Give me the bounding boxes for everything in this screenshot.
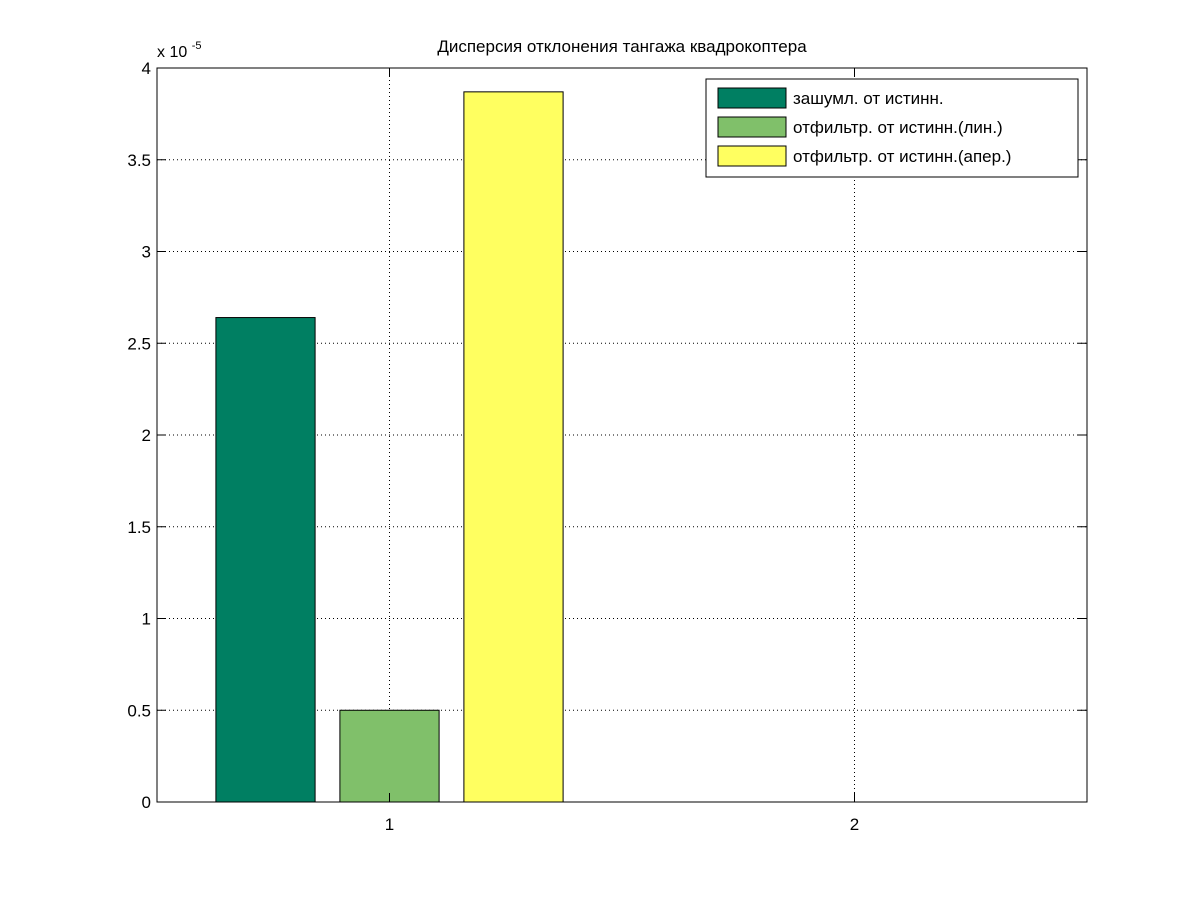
tick-labels: 0 0.5 1 1.5 2 2.5 3 3.5 4 1 2 (127, 59, 859, 834)
bar-series-1-category-1 (215, 317, 316, 803)
bar-series-2-category-1 (339, 709, 440, 803)
y-exponent-power: -5 (192, 40, 202, 52)
legend: зашумл. от истинн. отфильтр. от истинн.(л… (705, 78, 1079, 178)
legend-label: зашумл. от истинн. (793, 89, 944, 108)
legend-label: отфильтр. от истинн.(апер.) (793, 147, 1011, 166)
legend-swatch (717, 87, 787, 109)
y-tick-label: 2.5 (127, 334, 151, 353)
axis-ticks (157, 67, 1087, 803)
y-tick-label: 4 (142, 59, 151, 78)
x-tick-label: 2 (850, 815, 859, 834)
x-tick-label: 1 (385, 815, 394, 834)
y-tick-label: 0 (142, 793, 151, 812)
y-tick-label: 2 (142, 426, 151, 445)
y-axis-exponent-label: x 10 -5 (157, 40, 201, 61)
y-tick-label: 3.5 (127, 151, 151, 170)
legend-swatch (717, 116, 787, 138)
y-exponent-base: x 10 (157, 44, 187, 61)
legend-swatch (717, 145, 787, 167)
y-tick-label: 1 (142, 610, 151, 629)
grid (157, 68, 1087, 802)
y-tick-label: 0.5 (127, 701, 151, 720)
chart-title: Дисперсия отклонения тангажа квадрокопте… (437, 37, 807, 56)
legend-label: отфильтр. от истинн.(лин.) (793, 118, 1003, 137)
y-tick-label: 3 (142, 243, 151, 262)
bar-series-3-category-1 (463, 91, 564, 803)
y-tick-label: 1.5 (127, 518, 151, 537)
